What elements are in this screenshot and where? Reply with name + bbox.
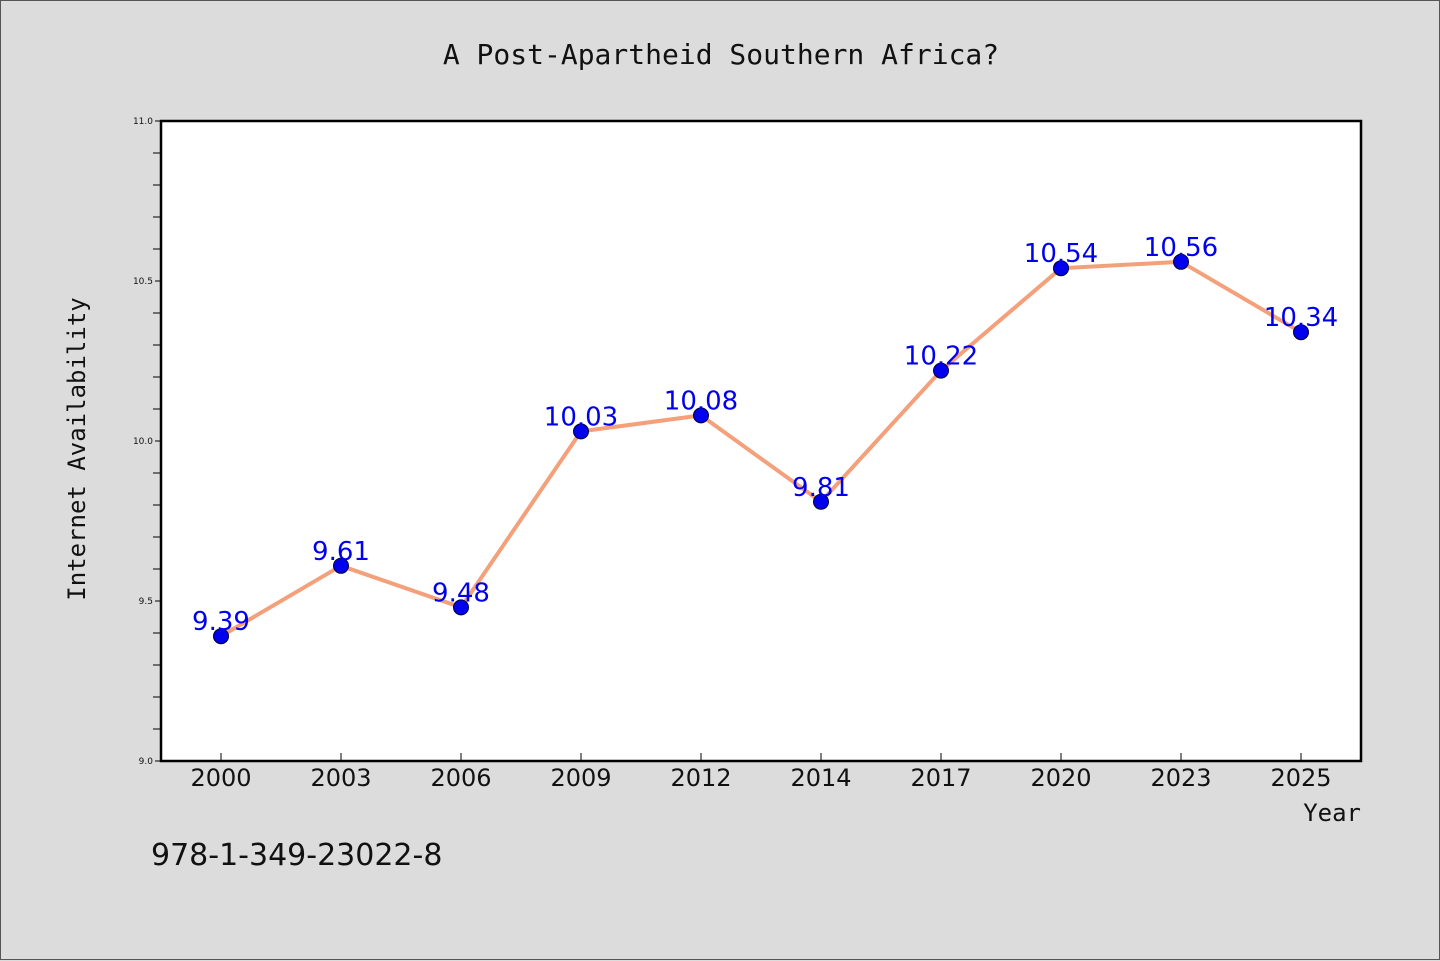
data-label: 10.22 bbox=[904, 342, 978, 372]
data-point bbox=[573, 423, 589, 440]
series-line bbox=[219, 259, 1303, 639]
y-tick-label: 10.0 bbox=[133, 437, 153, 447]
x-axis-label: Year bbox=[1303, 799, 1361, 827]
plot-area bbox=[159, 119, 1363, 763]
isbn-code: 978-1-349-23022-8 bbox=[151, 838, 442, 873]
data-point bbox=[1173, 253, 1189, 270]
y-tick-label: 11.0 bbox=[133, 117, 153, 127]
y-tick-label: 9.0 bbox=[139, 757, 154, 767]
x-axis: 2000 2003 2006 2009 2012 2014 2017 2020 2023 2025 bbox=[190, 753, 1332, 792]
data-point bbox=[813, 493, 829, 510]
data-label: 10.54 bbox=[1024, 239, 1098, 269]
data-label: 10.56 bbox=[1144, 233, 1218, 263]
x-tick-label: 2003 bbox=[310, 764, 371, 792]
data-label: 10.08 bbox=[664, 386, 738, 416]
chart-title: A Post-Apartheid Southern Africa? bbox=[443, 38, 999, 71]
x-tick-label: 2017 bbox=[910, 764, 971, 792]
y-tick-label: 10.5 bbox=[133, 277, 153, 287]
data-label: 9.61 bbox=[312, 537, 370, 567]
data-point bbox=[333, 557, 349, 574]
x-tick-label: 2025 bbox=[1270, 764, 1331, 792]
data-label: 9.48 bbox=[432, 578, 490, 608]
y-axis: 9.0 9.5 10.0 10.5 11.0 bbox=[133, 117, 161, 767]
data-point bbox=[453, 599, 469, 616]
data-label: 9.81 bbox=[792, 473, 850, 503]
data-label: 10.03 bbox=[544, 402, 618, 432]
data-point bbox=[693, 407, 709, 424]
y-axis-label: Internet Availability bbox=[63, 297, 91, 600]
data-label: 10.34 bbox=[1264, 303, 1338, 333]
x-tick-label: 2009 bbox=[550, 764, 611, 792]
data-label: 9.39 bbox=[192, 607, 250, 637]
series-layer: 9.39 9.61 9.48 10.03 10.08 9.81 10.22 10.54 10.5… bbox=[192, 233, 1338, 645]
data-point bbox=[1293, 324, 1309, 341]
x-tick-label: 2006 bbox=[430, 764, 491, 792]
x-tick-label: 2023 bbox=[1150, 764, 1211, 792]
data-point bbox=[933, 362, 949, 379]
data-point bbox=[213, 628, 229, 645]
x-tick-label: 2012 bbox=[670, 764, 731, 792]
x-tick-label: 2020 bbox=[1030, 764, 1091, 792]
y-tick-label: 9.5 bbox=[139, 597, 153, 607]
x-tick-label: 2014 bbox=[790, 764, 851, 792]
x-tick-label: 2000 bbox=[190, 764, 251, 792]
data-point bbox=[1053, 260, 1069, 277]
